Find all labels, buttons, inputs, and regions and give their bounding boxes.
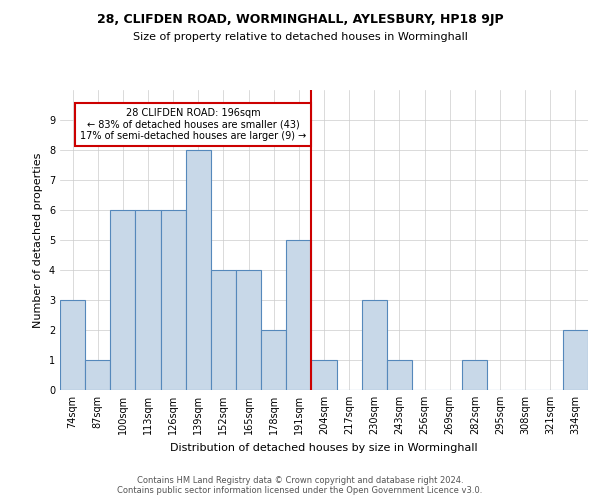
Bar [387,360,412,390]
Bar [85,360,110,390]
Y-axis label: Number of detached properties: Number of detached properties [34,152,43,328]
X-axis label: Distribution of detached houses by size in Worminghall: Distribution of detached houses by size … [170,442,478,452]
Bar [286,240,311,390]
Text: Size of property relative to detached houses in Worminghall: Size of property relative to detached ho… [133,32,467,42]
Bar [311,360,337,390]
Bar [211,270,236,390]
Bar [563,330,588,390]
Bar [462,360,487,390]
Bar [186,150,211,390]
Bar [136,210,161,390]
Text: 28, CLIFDEN ROAD, WORMINGHALL, AYLESBURY, HP18 9JP: 28, CLIFDEN ROAD, WORMINGHALL, AYLESBURY… [97,12,503,26]
Bar [60,300,85,390]
Text: Contains HM Land Registry data © Crown copyright and database right 2024.
Contai: Contains HM Land Registry data © Crown c… [118,476,482,495]
Bar [362,300,387,390]
Text: 28 CLIFDEN ROAD: 196sqm
← 83% of detached houses are smaller (43)
17% of semi-de: 28 CLIFDEN ROAD: 196sqm ← 83% of detache… [80,108,307,141]
Bar [161,210,186,390]
Bar [261,330,286,390]
Bar [110,210,136,390]
Bar [236,270,261,390]
